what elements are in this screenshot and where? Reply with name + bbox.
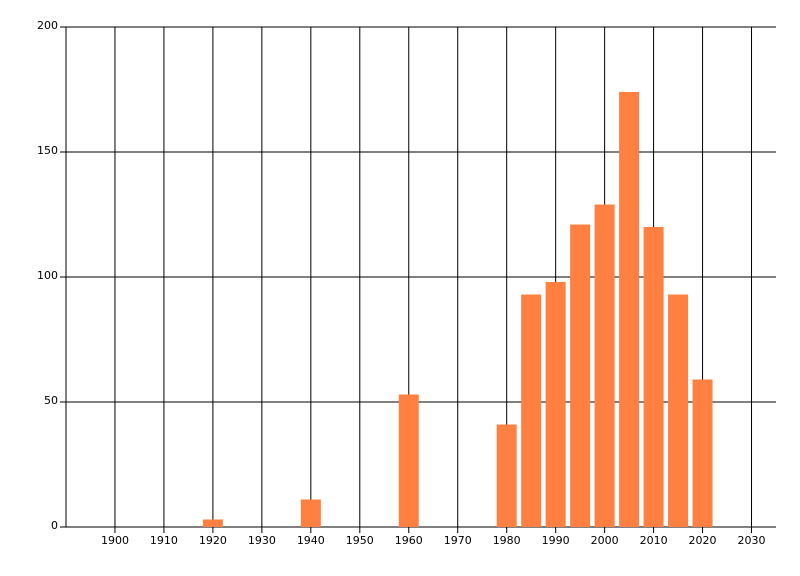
y-tick-label: 50 — [44, 394, 58, 407]
x-tick-label: 1950 — [346, 534, 374, 547]
x-tick-label: 1990 — [542, 534, 570, 547]
bar — [398, 394, 419, 527]
x-tick-label: 1970 — [444, 534, 472, 547]
bar — [668, 294, 689, 527]
x-tick-label: 2000 — [591, 534, 619, 547]
bar — [496, 424, 517, 527]
y-tick-label: 200 — [37, 19, 58, 32]
x-tick-label: 2010 — [640, 534, 668, 547]
x-tick-label: 1900 — [101, 534, 129, 547]
x-tick-label: 1920 — [199, 534, 227, 547]
bar — [594, 204, 615, 527]
x-tick-label: 1940 — [297, 534, 325, 547]
y-tick-label: 150 — [37, 144, 58, 157]
x-tick-label: 1960 — [395, 534, 423, 547]
bar — [619, 92, 640, 527]
x-tick-label: 2020 — [689, 534, 717, 547]
y-tick-label: 100 — [37, 269, 58, 282]
bar — [643, 227, 664, 527]
y-tick-label: 0 — [51, 519, 58, 532]
bar — [300, 499, 321, 527]
bar — [570, 224, 591, 527]
x-tick-label: 2030 — [738, 534, 766, 547]
x-tick-label: 1980 — [493, 534, 521, 547]
bar — [521, 294, 542, 527]
x-tick-label: 1910 — [150, 534, 178, 547]
x-tick-label: 1930 — [248, 534, 276, 547]
bar — [202, 519, 223, 527]
bar — [692, 379, 713, 527]
bar — [545, 282, 566, 527]
